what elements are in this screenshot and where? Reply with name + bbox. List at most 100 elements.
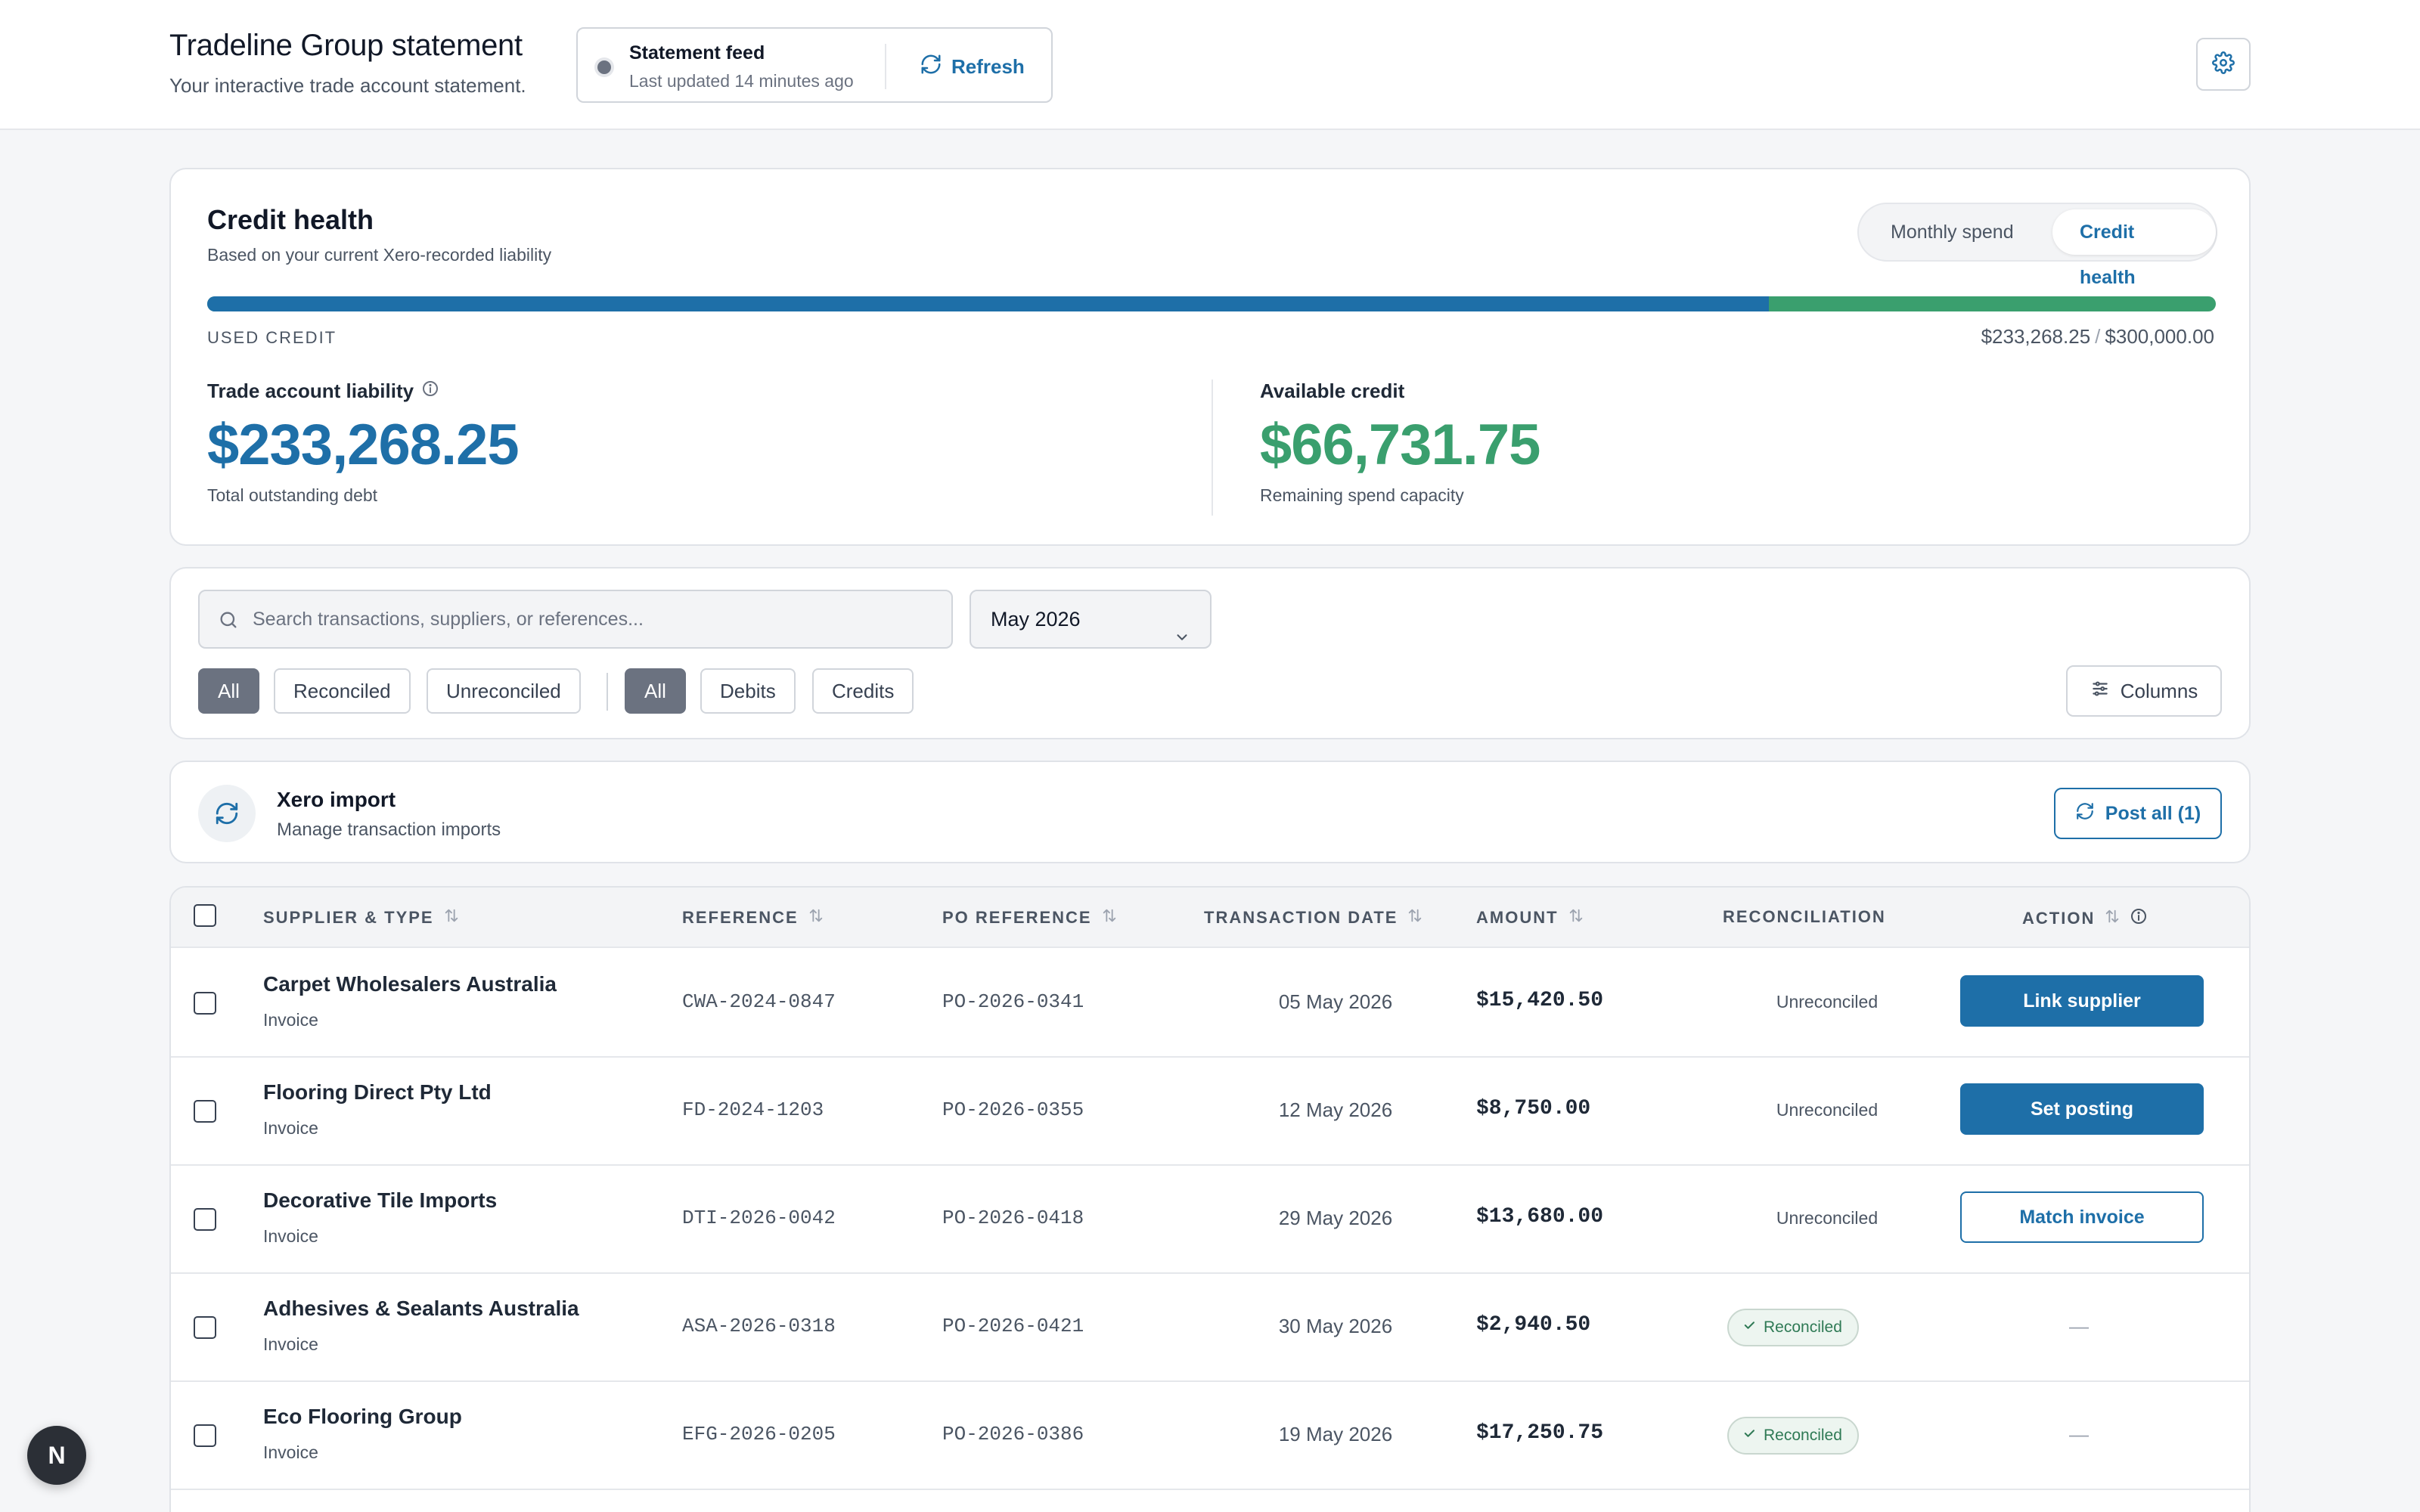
search-input[interactable] — [253, 593, 933, 646]
transaction-date: 29 May 2026 — [1207, 1207, 1464, 1230]
filter-unreconciled[interactable]: Unreconciled — [427, 668, 581, 714]
amount: $17,250.75 — [1476, 1421, 1603, 1445]
liability-note: Total outstanding debt — [207, 485, 519, 506]
reconciliation-status: Unreconciled — [1714, 1208, 1941, 1228]
filter-card: May 2026 All Reconciled Unreconciled All… — [169, 567, 2251, 739]
no-action: — — [2069, 1315, 2089, 1338]
divider — [1212, 380, 1213, 516]
toggle-monthly-spend[interactable]: Monthly spend — [1863, 209, 2041, 255]
transaction-type: Invoice — [263, 1118, 318, 1139]
supplier-name: Flooring Direct Pty Ltd — [263, 1080, 492, 1105]
refresh-button[interactable]: Refresh — [920, 50, 1025, 83]
sort-icon — [1407, 907, 1423, 928]
reconciled-badge: Reconciled — [1727, 1309, 1859, 1346]
page-title: Tradeline Group statement — [169, 29, 523, 63]
table-row: Carpet Wholesalers Australia Invoice CWA… — [171, 950, 2249, 1058]
table-row: Flooring Direct Pty Ltd Invoice FD-2024-… — [171, 1058, 2249, 1166]
liability-label: Trade account liability — [207, 380, 414, 403]
reference: CWA-2024-0847 — [682, 990, 836, 1013]
row-checkbox[interactable] — [194, 1424, 216, 1447]
filter-debits[interactable]: Debits — [700, 668, 796, 714]
credit-health-card: Credit health Based on your current Xero… — [169, 168, 2251, 546]
filter-credits[interactable]: Credits — [812, 668, 914, 714]
row-checkbox[interactable] — [194, 1100, 216, 1123]
match-invoice-button[interactable]: Match invoice — [1960, 1191, 2204, 1243]
reference: ASA-2026-0318 — [682, 1315, 836, 1337]
filter-recon-all[interactable]: All — [198, 668, 259, 714]
post-all-button[interactable]: Post all (1) — [2054, 788, 2222, 839]
sort-icon — [2104, 908, 2121, 929]
reference: DTI-2026-0042 — [682, 1207, 836, 1229]
info-icon[interactable] — [421, 380, 439, 403]
used-credit-amount: $233,268.25 — [1981, 325, 2091, 348]
sort-icon — [808, 907, 824, 928]
month-select[interactable]: May 2026 — [970, 590, 1212, 649]
page-subtitle: Your interactive trade account statement… — [169, 74, 526, 98]
reference: FD-2024-1203 — [682, 1098, 824, 1121]
column-header-po-reference[interactable]: PO REFERENCE — [942, 907, 1118, 928]
sort-icon — [1568, 907, 1584, 928]
column-header-action[interactable]: ACTION — [2022, 907, 2148, 930]
feed-last-updated: Last updated 14 minutes ago — [629, 71, 854, 91]
column-header-supplier[interactable]: SUPPLIER & TYPE — [263, 907, 460, 928]
view-toggle: Monthly spend Credit health — [1857, 203, 2217, 262]
settings-button[interactable] — [2196, 38, 2251, 91]
row-checkbox[interactable] — [194, 1208, 216, 1231]
xero-import-title: Xero import — [277, 788, 396, 812]
transaction-date: 19 May 2026 — [1207, 1423, 1464, 1446]
reconciled-label: Reconciled — [1764, 1310, 1842, 1345]
sort-icon — [1101, 907, 1118, 928]
select-all-checkbox[interactable] — [194, 904, 216, 927]
column-header-label: ACTION — [2022, 909, 2095, 928]
column-header-amount[interactable]: AMOUNT — [1476, 907, 1584, 928]
columns-button[interactable]: Columns — [2066, 665, 2222, 717]
link-supplier-button[interactable]: Link supplier — [1960, 975, 2204, 1027]
info-icon[interactable] — [2130, 907, 2148, 930]
table-header: SUPPLIER & TYPE REFERENCE PO REFERENCE T… — [171, 888, 2249, 948]
column-header-label: RECONCILIATION — [1723, 907, 1886, 927]
reference: EFG-2026-0205 — [682, 1423, 836, 1445]
no-action: — — [2069, 1423, 2089, 1446]
column-header-label: TRANSACTION DATE — [1204, 908, 1398, 928]
reconciliation-status: Unreconciled — [1714, 1100, 1941, 1120]
row-checkbox[interactable] — [194, 992, 216, 1015]
liability-value: $233,268.25 — [207, 412, 519, 478]
column-header-label: REFERENCE — [682, 908, 799, 928]
column-header-reference[interactable]: REFERENCE — [682, 907, 824, 928]
po-reference: PO-2026-0386 — [942, 1423, 1084, 1445]
credit-usage-bar — [207, 296, 2216, 311]
set-posting-button[interactable]: Set posting — [1960, 1083, 2204, 1135]
transaction-date: 12 May 2026 — [1207, 1098, 1464, 1122]
search-box — [198, 590, 953, 649]
transaction-type: Invoice — [263, 1334, 318, 1355]
column-header-label: SUPPLIER & TYPE — [263, 908, 434, 928]
row-checkbox[interactable] — [194, 1316, 216, 1339]
transactions-table: SUPPLIER & TYPE REFERENCE PO REFERENCE T… — [169, 886, 2251, 1512]
table-row: Decorative Tile Imports Invoice DTI-2026… — [171, 1166, 2249, 1274]
liability-label-row: Trade account liability — [207, 380, 519, 403]
refresh-icon — [920, 53, 942, 81]
column-header-reconciliation: RECONCILIATION — [1723, 907, 1886, 927]
gear-icon — [2212, 51, 2235, 78]
divider — [607, 673, 608, 711]
dev-tools-badge[interactable]: N — [27, 1426, 86, 1485]
used-credit-figures: $233,268.25/$300,000.00 — [1981, 325, 2214, 349]
reconciled-badge: Reconciled — [1727, 1417, 1859, 1455]
xero-import-card: Xero import Manage transaction imports P… — [169, 761, 2251, 863]
column-header-label: AMOUNT — [1476, 908, 1559, 928]
filter-reconciled[interactable]: Reconciled — [274, 668, 411, 714]
toggle-credit-health[interactable]: Credit health — [2052, 209, 2216, 255]
transaction-date: 30 May 2026 — [1207, 1315, 1464, 1338]
amount: $2,940.50 — [1476, 1313, 1590, 1337]
feed-status-dot — [597, 60, 611, 74]
filter-type-all[interactable]: All — [625, 668, 686, 714]
chevron-down-icon — [1174, 611, 1190, 667]
amount: $8,750.00 — [1476, 1097, 1590, 1120]
feed-title: Statement feed — [629, 42, 765, 64]
transaction-type: Invoice — [263, 1442, 318, 1463]
column-header-date[interactable]: TRANSACTION DATE — [1204, 907, 1423, 928]
po-reference: PO-2026-0418 — [942, 1207, 1084, 1229]
available-credit-value: $66,731.75 — [1260, 412, 1540, 478]
check-icon — [1742, 1418, 1756, 1453]
reconciled-label: Reconciled — [1764, 1418, 1842, 1453]
